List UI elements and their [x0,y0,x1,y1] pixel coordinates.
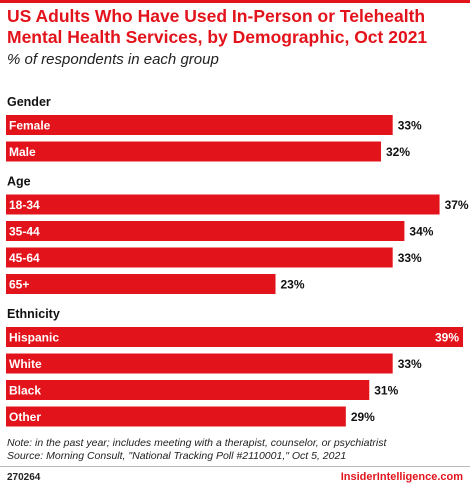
chart-title: US Adults Who Have Used In-Person or Tel… [7,6,428,47]
chart-subtitle: % of respondents in each group [7,51,219,68]
data-label: 31% [374,384,398,398]
note-text: Note: in the past year; includes meeting… [7,437,387,449]
top-accent-bar [0,0,470,3]
chart-footnote: Note: in the past year; includes meeting… [7,437,467,463]
group-header: Age [7,175,31,189]
data-label: 34% [409,225,433,239]
category-label: White [9,357,42,371]
data-label: 39% [435,331,459,345]
footer-divider [0,466,470,467]
data-label: 37% [445,198,469,212]
bar [6,327,463,347]
group-header: Gender [7,95,51,109]
data-label: 29% [351,410,375,424]
brand-logo-text: InsiderIntelligence.com [340,471,463,483]
category-label: Male [9,145,36,159]
bar [6,247,393,268]
category-label: Hispanic [9,331,59,345]
source-text: Source: Morning Consult, "National Track… [7,450,347,462]
category-label: 18-34 [9,198,40,212]
category-label: Other [9,410,41,424]
chart-code: 270264 [7,472,41,483]
bar [6,115,393,135]
bar [6,274,276,294]
bar [6,406,346,427]
bar [6,194,440,215]
data-label: 33% [398,251,422,265]
group-header: Ethnicity [7,307,60,321]
bar [6,141,381,162]
data-label: 33% [398,119,422,133]
category-label: 65+ [9,278,29,292]
data-label: 32% [386,145,410,159]
bar [6,380,370,400]
bar [6,353,393,374]
category-label: Female [9,119,51,133]
data-label: 33% [398,357,422,371]
category-label: 45-64 [9,251,40,265]
category-label: Black [9,384,41,398]
data-label: 23% [281,278,305,292]
bar [6,221,405,241]
category-label: 35-44 [9,225,40,239]
